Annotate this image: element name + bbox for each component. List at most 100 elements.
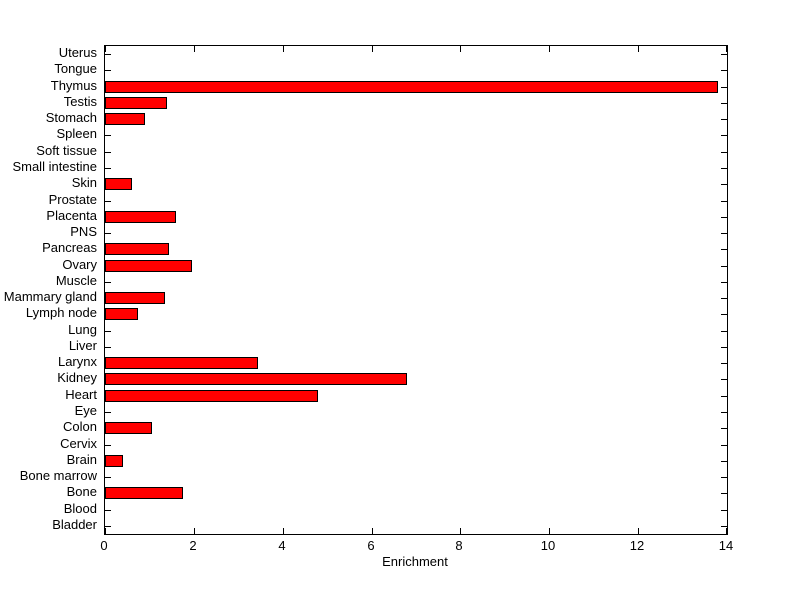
y-axis-tick	[721, 298, 727, 299]
y-tick-label-mammary-gland: Mammary gland	[3, 289, 97, 304]
y-tick-label-eye: Eye	[74, 403, 97, 418]
y-tick-label-liver: Liver	[68, 338, 97, 353]
x-tick-label-10: 10	[540, 538, 556, 553]
y-axis-tick	[721, 347, 727, 348]
bar-heart	[105, 390, 318, 402]
bar-thymus	[105, 81, 718, 93]
bar-pancreas	[105, 243, 169, 255]
y-tick-label-larynx: Larynx	[57, 354, 97, 369]
y-tick-label-bladder: Bladder	[52, 517, 97, 532]
y-axis-tick	[721, 233, 727, 234]
y-axis-tick	[105, 201, 111, 202]
y-tick-label-spleen: Spleen	[56, 126, 97, 141]
x-axis-tick	[105, 528, 106, 534]
bar-mammary-gland	[105, 292, 165, 304]
y-tick-label-placenta: Placenta	[46, 208, 97, 223]
x-tick-label-4: 4	[278, 538, 286, 553]
y-tick-label-bone: Bone	[66, 484, 97, 499]
x-axis-tick	[638, 528, 639, 534]
y-tick-label-colon: Colon	[63, 419, 97, 434]
x-axis-label: Enrichment	[382, 554, 448, 569]
y-axis-tick	[721, 266, 727, 267]
bar-stomach	[105, 113, 145, 125]
x-tick-label-14: 14	[718, 538, 734, 553]
x-axis-tick	[460, 46, 461, 52]
y-axis-tick	[105, 331, 111, 332]
y-axis-tick	[105, 168, 111, 169]
y-axis-tick	[721, 526, 727, 527]
y-tick-label-lung: Lung	[68, 322, 97, 337]
x-tick-label-12: 12	[629, 538, 645, 553]
y-tick-label-prostate: Prostate	[48, 192, 97, 207]
x-axis-tick	[194, 528, 195, 534]
x-tick-label-6: 6	[367, 538, 375, 553]
bar-brain	[105, 455, 123, 467]
y-tick-label-ovary: Ovary	[62, 257, 97, 272]
y-axis-tick	[721, 168, 727, 169]
y-tick-label-lymph-node: Lymph node	[25, 305, 97, 320]
y-axis-tick	[721, 461, 727, 462]
y-tick-label-soft-tissue: Soft tissue	[36, 143, 97, 158]
y-axis-tick	[105, 445, 111, 446]
y-axis-tick	[105, 233, 111, 234]
x-axis-tick	[283, 528, 284, 534]
y-axis-tick	[105, 412, 111, 413]
y-axis-tick	[721, 249, 727, 250]
y-tick-label-pns: PNS	[70, 224, 97, 239]
y-axis-tick	[105, 526, 111, 527]
x-tick-label-0: 0	[100, 538, 108, 553]
y-axis-tick	[721, 428, 727, 429]
y-axis-tick	[105, 54, 111, 55]
y-axis-tick	[721, 152, 727, 153]
y-axis-tick	[105, 282, 111, 283]
plot-area	[104, 45, 728, 535]
y-axis-tick	[721, 87, 727, 88]
y-tick-label-small-intestine: Small intestine	[12, 159, 97, 174]
bar-placenta	[105, 211, 176, 223]
x-axis-tick	[372, 528, 373, 534]
bar-skin	[105, 178, 132, 190]
y-axis-tick	[105, 135, 111, 136]
y-axis-tick	[721, 103, 727, 104]
x-axis-tick	[372, 46, 373, 52]
y-tick-label-bone-marrow: Bone marrow	[19, 468, 97, 483]
y-tick-label-muscle: Muscle	[55, 273, 97, 288]
bar-lymph-node	[105, 308, 138, 320]
x-axis-tick	[549, 528, 550, 534]
y-tick-label-kidney: Kidney	[57, 370, 97, 385]
y-axis-tick	[721, 217, 727, 218]
y-axis-tick	[721, 412, 727, 413]
x-axis-tick	[105, 46, 106, 52]
y-axis-tick	[721, 201, 727, 202]
y-axis-tick	[721, 445, 727, 446]
y-tick-label-tongue: Tongue	[54, 61, 97, 76]
y-tick-label-uterus: Uterus	[58, 45, 97, 60]
y-axis-tick	[721, 282, 727, 283]
bar-larynx	[105, 357, 258, 369]
y-axis-tick	[721, 477, 727, 478]
y-tick-label-heart: Heart	[65, 387, 97, 402]
y-tick-label-stomach: Stomach	[45, 110, 97, 125]
y-axis-tick	[105, 347, 111, 348]
x-axis-tick	[726, 46, 727, 52]
y-axis-tick	[105, 477, 111, 478]
y-axis-tick	[721, 70, 727, 71]
y-tick-label-skin: Skin	[71, 175, 97, 190]
y-axis-tick	[721, 54, 727, 55]
y-axis-tick	[105, 70, 111, 71]
y-axis-tick	[105, 152, 111, 153]
bar-colon	[105, 422, 152, 434]
y-axis-tick	[721, 135, 727, 136]
y-axis-tick	[721, 119, 727, 120]
bar-testis	[105, 97, 167, 109]
y-tick-label-cervix: Cervix	[60, 436, 97, 451]
x-tick-label-2: 2	[189, 538, 197, 553]
bar-bone	[105, 487, 183, 499]
y-axis-tick	[721, 184, 727, 185]
y-tick-label-pancreas: Pancreas	[42, 240, 97, 255]
y-axis-tick	[721, 510, 727, 511]
x-axis-tick	[638, 46, 639, 52]
y-tick-label-thymus: Thymus	[50, 78, 97, 93]
y-axis-tick	[721, 314, 727, 315]
